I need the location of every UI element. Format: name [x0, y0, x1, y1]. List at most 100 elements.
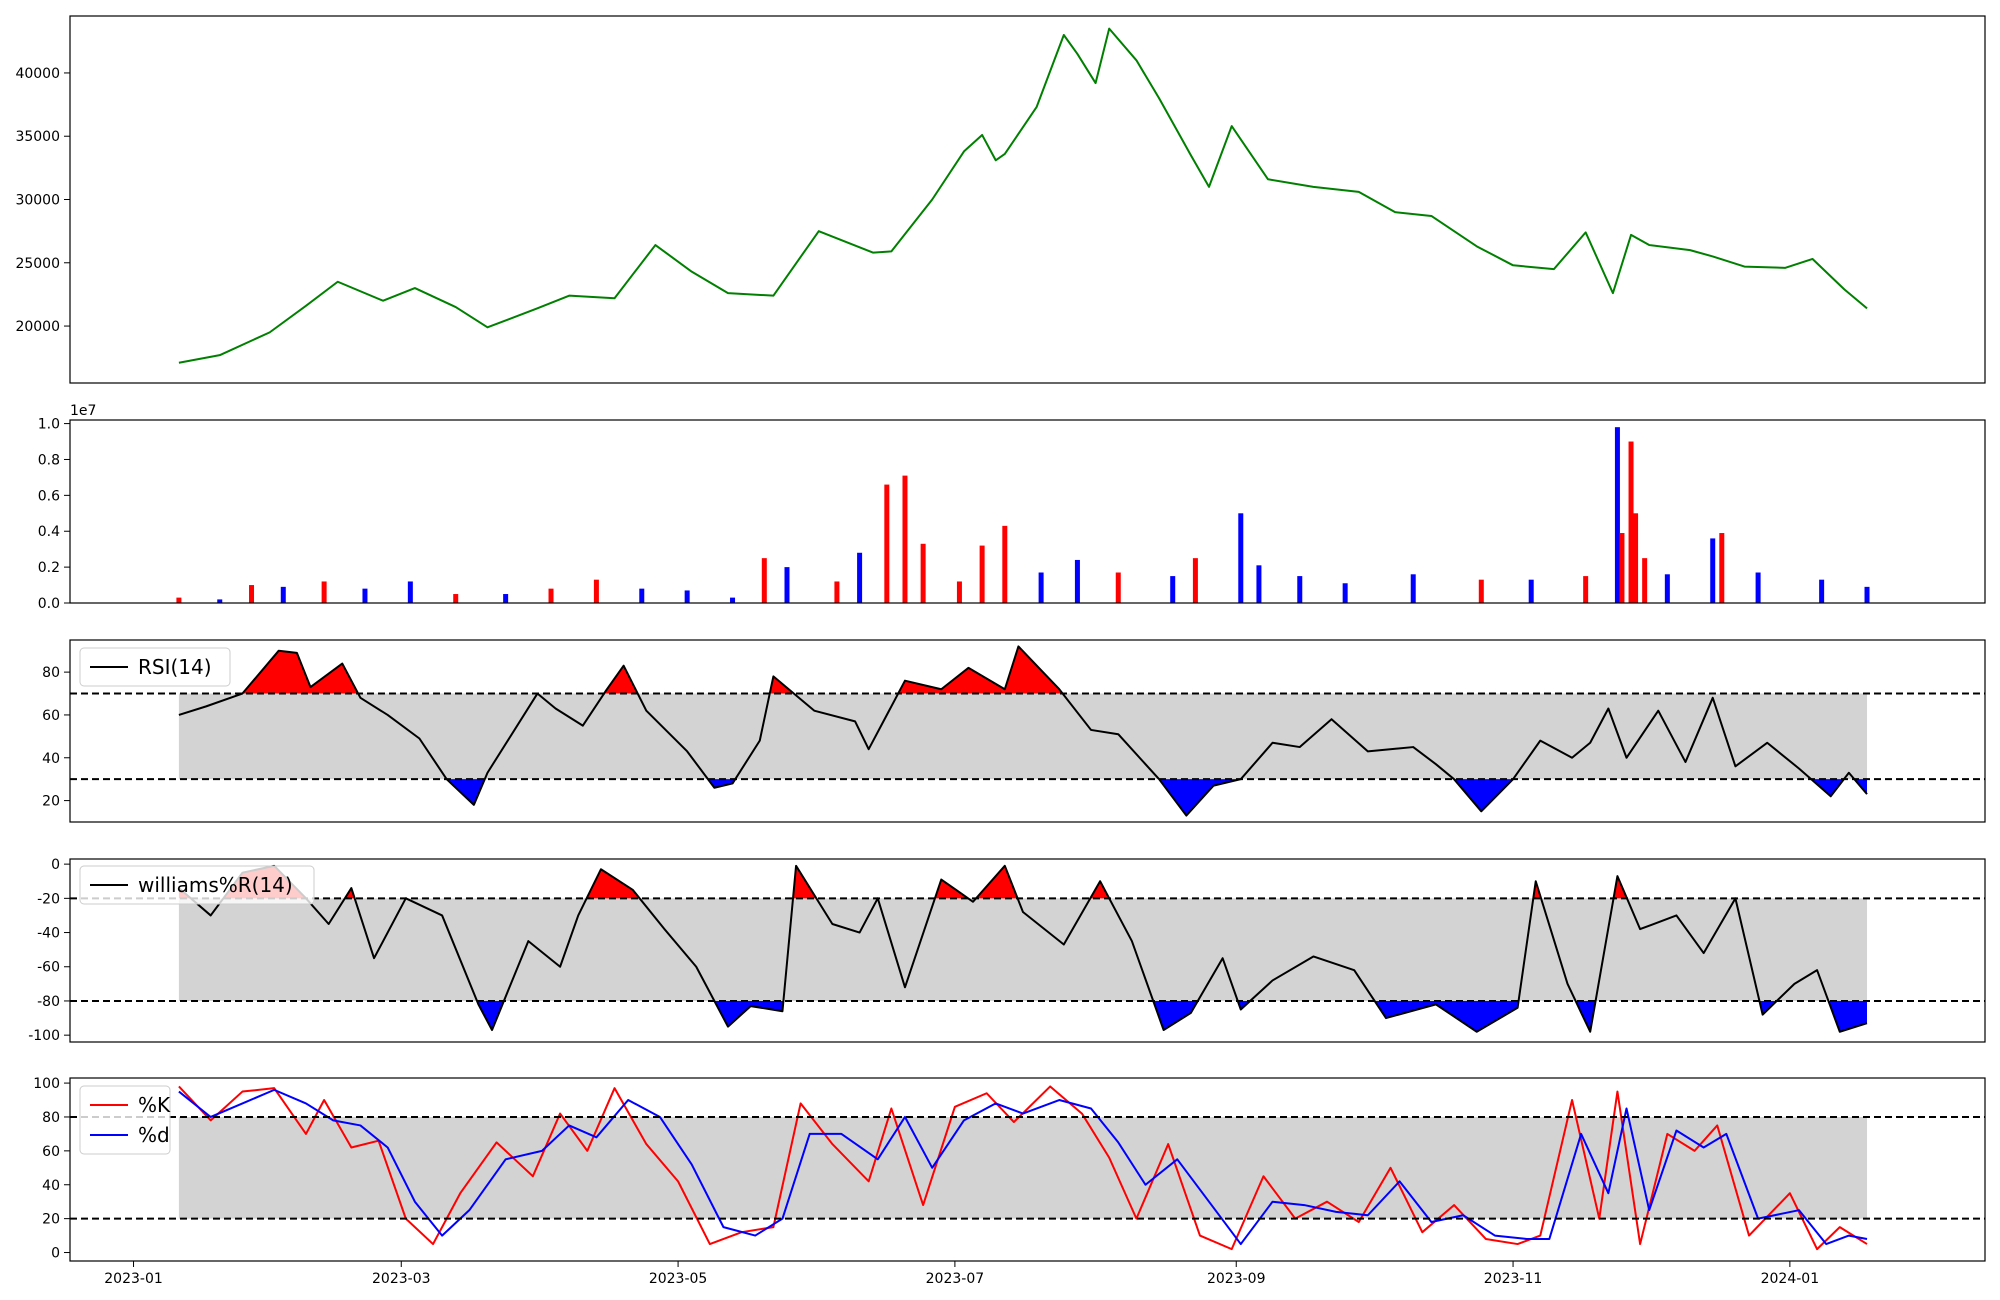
- y-tick-label: 60: [42, 708, 60, 724]
- volume-panel: 0.00.20.40.60.81.01e7: [38, 403, 1985, 612]
- rsi-panel: 20 40 60 80 RSI(14): [42, 640, 1985, 822]
- legend-label: %K: [138, 1093, 171, 1117]
- volume-bar: [834, 581, 839, 603]
- volume-bar: [1642, 558, 1647, 603]
- volume-bar: [176, 598, 181, 603]
- y-tick-label: 40000: [15, 66, 60, 82]
- x-tick-label: 2023-09: [1207, 1271, 1266, 1287]
- volume-bar: [1819, 580, 1824, 603]
- legend-label: %d: [138, 1123, 170, 1147]
- volume-bar: [1479, 580, 1484, 603]
- y-tick-label: 0.4: [38, 524, 60, 540]
- y-tick-label: 1.0: [38, 417, 60, 433]
- volume-bar: [1865, 587, 1870, 603]
- oversold-fill: [714, 1001, 783, 1027]
- volume-bar: [639, 589, 644, 603]
- volume-bar: [1411, 574, 1416, 603]
- volume-bar: [762, 558, 767, 603]
- volume-bar: [453, 594, 458, 603]
- volume-bar: [1719, 533, 1724, 603]
- y-tick-label: 60: [42, 1144, 60, 1160]
- y-tick-label: 20: [42, 794, 60, 810]
- volume-bar: [549, 589, 554, 603]
- williams-r-panel: 0 -20 -40 -60 -80 -100 williams%R(14): [28, 857, 1985, 1044]
- volume-bar: [1710, 538, 1715, 603]
- y-tick-label: -60: [37, 960, 60, 976]
- volume-bar: [1343, 583, 1348, 603]
- volume-bar: [408, 581, 413, 603]
- volume-bar: [685, 590, 690, 603]
- volume-bar: [1665, 574, 1670, 603]
- volume-bar: [1238, 513, 1243, 603]
- volume-bar: [1629, 442, 1634, 603]
- y-tick-label: -20: [37, 891, 60, 907]
- y-tick-label: 30000: [15, 193, 60, 209]
- volume-bar: [921, 544, 926, 603]
- volume-multiplier-label: 1e7: [70, 403, 96, 419]
- y-tick-label: 0.8: [38, 452, 60, 468]
- y-tick-label: -100: [28, 1028, 60, 1044]
- volume-bar: [594, 580, 599, 603]
- x-tick-label: 2024-01: [1761, 1271, 1820, 1287]
- x-tick-label: 2023-01: [104, 1271, 163, 1287]
- price-panel: 20000 25000 30000 35000 40000: [15, 16, 1985, 383]
- volume-bar: [1529, 580, 1534, 603]
- stochastic-panel: 020406080100%K%d2023-01 2023-03 2023-05 202…: [33, 1076, 1985, 1287]
- volume-bar: [1756, 573, 1761, 604]
- oversold-fill: [1159, 779, 1241, 815]
- volume-bar: [857, 553, 862, 603]
- y-tick-label: 100: [33, 1076, 60, 1092]
- volume-bar: [1075, 560, 1080, 603]
- overbought-fill: [898, 646, 1062, 693]
- y-tick-label: 0: [51, 1246, 60, 1262]
- volume-bar: [1193, 558, 1198, 603]
- y-tick-label: 80: [42, 1110, 60, 1126]
- neutral-band: [179, 694, 1867, 780]
- volume-bar: [1633, 513, 1638, 603]
- panel-frame: [70, 16, 1985, 383]
- x-tick-label: 2023-11: [1484, 1271, 1543, 1287]
- volume-bar: [1619, 533, 1624, 603]
- y-tick-label: -80: [37, 994, 60, 1010]
- oversold-fill: [1153, 1001, 1198, 1030]
- volume-bar: [1256, 565, 1261, 603]
- volume-bar: [1615, 427, 1620, 603]
- y-tick-label: 40: [42, 1178, 60, 1194]
- volume-bar: [902, 476, 907, 603]
- legend-label: RSI(14): [138, 655, 212, 679]
- y-tick-label: 20: [42, 1212, 60, 1228]
- y-tick-label: 80: [42, 665, 60, 681]
- volume-bar: [884, 485, 889, 603]
- volume-bar: [730, 598, 735, 603]
- volume-bar: [503, 594, 508, 603]
- volume-bar: [1170, 576, 1175, 603]
- volume-bar: [362, 589, 367, 603]
- y-tick-label: 20000: [15, 319, 60, 335]
- y-tick-label: -40: [37, 926, 60, 942]
- x-tick-label: 2023-03: [372, 1271, 431, 1287]
- volume-bar: [784, 567, 789, 603]
- panel-frame: [70, 420, 1985, 603]
- volume-bar: [1583, 576, 1588, 603]
- oversold-fill: [1375, 1001, 1519, 1032]
- volume-bar: [1297, 576, 1302, 603]
- volume-bar: [249, 585, 254, 603]
- y-tick-label: 40: [42, 751, 60, 767]
- y-tick-label: 0: [51, 857, 60, 873]
- oversold-fill: [1454, 779, 1513, 811]
- volume-bar: [1039, 573, 1044, 604]
- volume-bar: [322, 581, 327, 603]
- y-tick-label: 35000: [15, 129, 60, 145]
- volume-bar: [1116, 573, 1121, 604]
- volume-bar: [957, 581, 962, 603]
- volume-bar: [281, 587, 286, 603]
- volume-bar: [1002, 526, 1007, 603]
- price-line: [179, 29, 1867, 363]
- neutral-band: [179, 898, 1867, 1001]
- y-tick-label: 0.2: [38, 560, 60, 576]
- legend-label: williams%R(14): [138, 873, 293, 897]
- volume-bar: [980, 546, 985, 603]
- y-tick-label: 0.0: [38, 596, 60, 612]
- y-tick-label: 25000: [15, 256, 60, 272]
